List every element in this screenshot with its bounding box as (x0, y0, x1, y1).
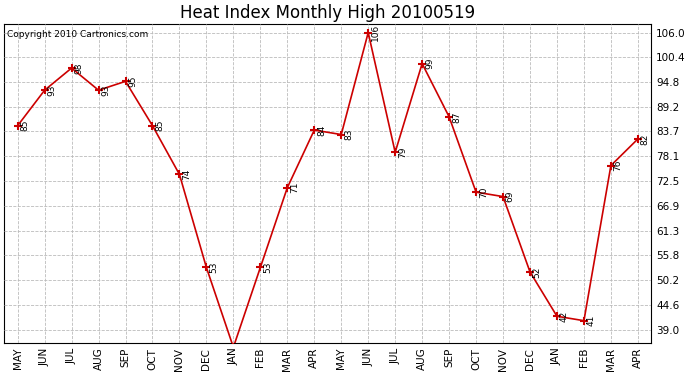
Text: 35: 35 (0, 374, 1, 375)
Text: 99: 99 (425, 58, 434, 69)
Text: 87: 87 (452, 111, 461, 123)
Text: 93: 93 (48, 84, 57, 96)
Text: 52: 52 (533, 266, 542, 278)
Text: 93: 93 (101, 84, 110, 96)
Text: 53: 53 (209, 262, 218, 273)
Text: 53: 53 (263, 262, 272, 273)
Text: 41: 41 (586, 315, 595, 326)
Text: 71: 71 (290, 182, 299, 194)
Text: 76: 76 (613, 160, 622, 171)
Text: Copyright 2010 Cartronics.com: Copyright 2010 Cartronics.com (8, 30, 148, 39)
Text: 84: 84 (317, 124, 326, 136)
Text: 42: 42 (560, 310, 569, 322)
Text: 85: 85 (155, 120, 164, 131)
Text: 85: 85 (21, 120, 30, 131)
Text: 83: 83 (344, 129, 353, 140)
Text: 69: 69 (506, 191, 515, 202)
Text: 70: 70 (479, 186, 488, 198)
Text: 74: 74 (182, 169, 191, 180)
Text: 98: 98 (75, 62, 83, 74)
Text: 95: 95 (128, 76, 137, 87)
Text: 79: 79 (398, 147, 407, 158)
Text: 82: 82 (640, 133, 650, 145)
Text: 106: 106 (371, 24, 380, 41)
Title: Heat Index Monthly High 20100519: Heat Index Monthly High 20100519 (180, 4, 475, 22)
